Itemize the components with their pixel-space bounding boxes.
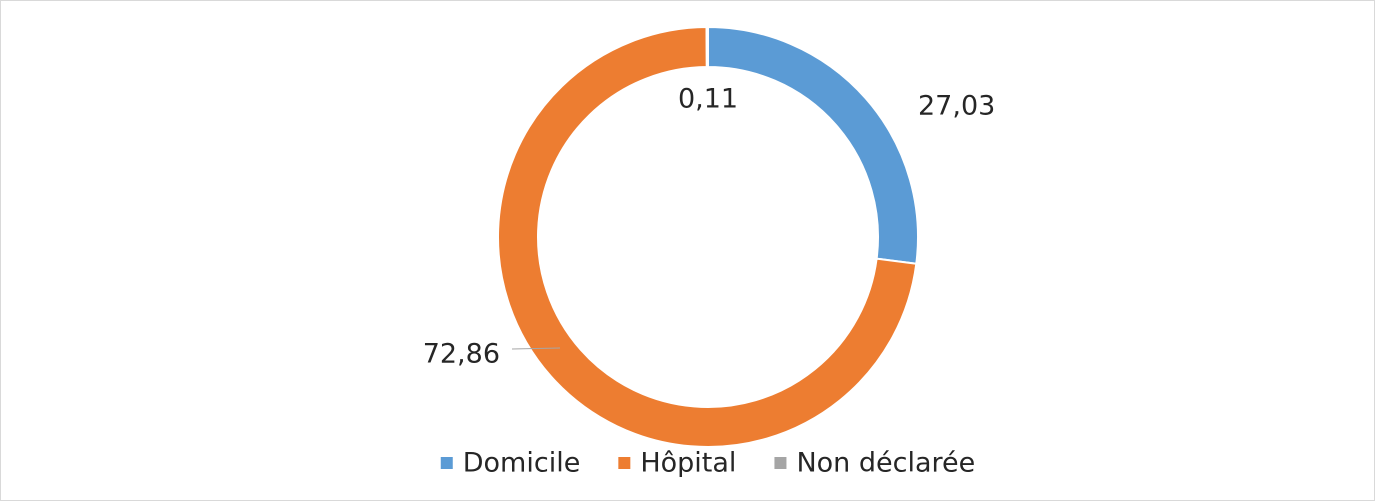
data-label: 27,03	[918, 91, 995, 122]
legend-swatch	[618, 457, 631, 469]
data-label: 72,86	[423, 339, 500, 370]
donut-slice	[705, 25, 709, 69]
legend-label: Hôpital	[640, 448, 736, 479]
legend-swatch	[440, 457, 453, 469]
legend-label: Domicile	[463, 448, 581, 479]
data-label: 0,11	[678, 84, 738, 115]
leader-line	[511, 347, 561, 350]
donut-slice	[497, 25, 918, 448]
legend-swatch	[774, 457, 787, 469]
legend-label: Non déclarée	[796, 448, 975, 479]
